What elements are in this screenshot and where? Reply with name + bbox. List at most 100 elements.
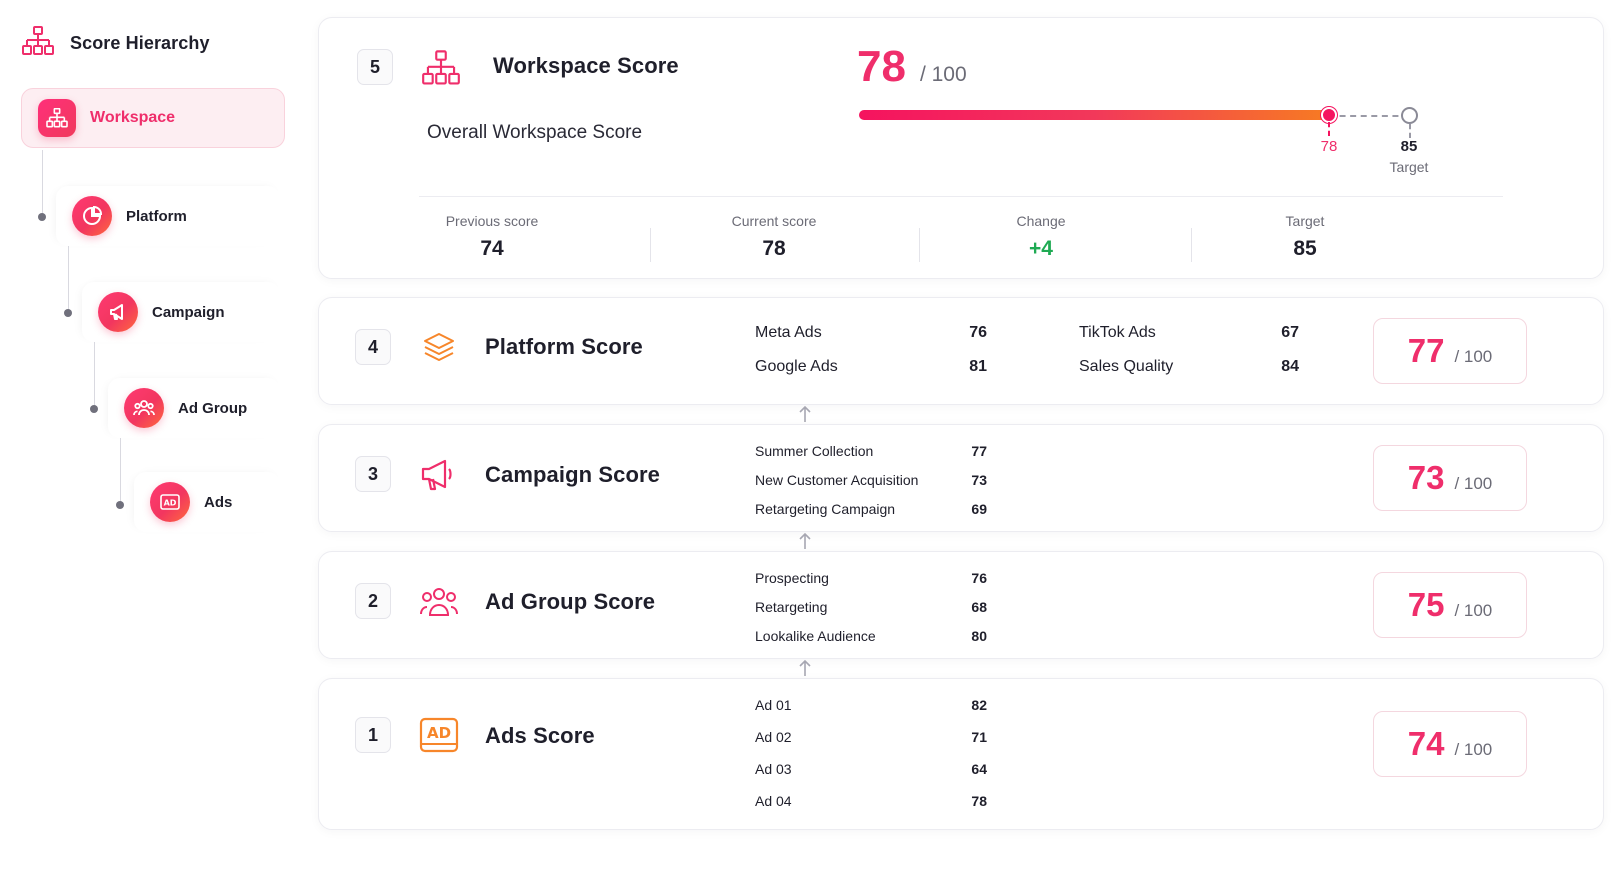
score-value: 75 <box>1407 586 1445 623</box>
metric-row: TikTok Ads 67 <box>1079 324 1299 342</box>
score-value: 78 <box>857 42 906 91</box>
sidebar-item-ads[interactable]: AD Ads <box>134 472 280 532</box>
metric-name: Ad 01 <box>755 697 792 713</box>
sidebar: Score Hierarchy Workspace Platfo <box>0 0 300 886</box>
sidebar-item-workspace[interactable]: Workspace <box>21 88 285 148</box>
hierarchy-icon <box>421 48 461 88</box>
platform-score-card: 4 Platform Score Meta Ads 76 Google Ads … <box>318 297 1604 405</box>
tree-connector <box>42 150 43 216</box>
card-subtitle: Overall Workspace Score <box>427 122 643 143</box>
tree-connector <box>68 246 69 312</box>
metric-value: 67 <box>1281 324 1299 341</box>
users-icon <box>124 388 164 428</box>
metric-name: Meta Ads <box>755 324 822 341</box>
tree-dot <box>90 405 98 413</box>
divider <box>419 196 1503 197</box>
metric-value: 80 <box>971 628 987 644</box>
score-max: / 100 <box>1454 474 1493 493</box>
metric-name: New Customer Acquisition <box>755 472 919 488</box>
ad-group-score-box: 75 / 100 <box>1373 572 1527 638</box>
metric-value: 84 <box>1281 358 1299 375</box>
target-tick <box>1409 124 1411 138</box>
score-value: 77 <box>1407 332 1445 369</box>
metric-row: Meta Ads 76 <box>755 324 987 342</box>
stat-target: Target 85 <box>1205 213 1405 261</box>
card-title: Campaign Score <box>485 462 661 487</box>
metric-row: Sales Quality 84 <box>1079 358 1299 376</box>
card-title: Ad Group Score <box>485 589 656 614</box>
stat-value: 74 <box>480 237 504 260</box>
metric-value: 82 <box>971 697 987 713</box>
target-score-label: Target <box>1389 159 1429 175</box>
metric-name: Google Ads <box>755 358 838 375</box>
hierarchy-icon <box>22 26 54 61</box>
metric-value: 68 <box>971 599 987 615</box>
sidebar-item-label: Ads <box>204 493 233 511</box>
current-score-label: 78 <box>1320 138 1338 155</box>
arrow-up-icon <box>799 532 811 549</box>
score-max: / 100 <box>1454 740 1493 759</box>
metric-value: 77 <box>971 443 987 459</box>
stat-separator <box>919 228 920 262</box>
chart-pie-icon <box>72 196 112 236</box>
sidebar-item-label: Ad Group <box>178 399 248 417</box>
hierarchy-icon <box>38 99 76 137</box>
metric-row: Summer Collection 77 <box>755 443 987 459</box>
card-title: Workspace Score <box>493 53 679 78</box>
score-max: / 100 <box>1454 601 1493 620</box>
stat-label: Change <box>1016 213 1066 229</box>
campaign-score-card: 3 Campaign Score Summer Collection 77 Ne… <box>318 424 1604 532</box>
target-dashed-line <box>1329 115 1409 117</box>
metric-value: 81 <box>969 358 987 375</box>
metric-name: Ad 04 <box>755 793 792 809</box>
stat-value: 85 <box>1293 237 1317 260</box>
tree-connector <box>120 438 121 502</box>
level-badge: 4 <box>355 329 391 365</box>
stat-change: Change +4 <box>941 213 1141 261</box>
sidebar-item-campaign[interactable]: Campaign <box>82 282 280 342</box>
stat-value: +4 <box>1029 237 1053 260</box>
sidebar-item-platform[interactable]: Platform <box>56 186 280 246</box>
metric-value: 73 <box>971 472 987 488</box>
score-value: 73 <box>1407 459 1445 496</box>
svg-text:AD: AD <box>164 499 177 508</box>
sidebar-item-label: Campaign <box>152 303 225 321</box>
metric-row: Lookalike Audience 80 <box>755 628 987 644</box>
current-score-marker <box>1321 107 1337 123</box>
workspace-score: 78 / 100 <box>857 42 967 92</box>
sidebar-item-ad-group[interactable]: Ad Group <box>108 378 280 438</box>
target-marker <box>1401 107 1418 124</box>
level-badge: 5 <box>357 49 393 85</box>
score-progress-bar <box>859 110 1329 120</box>
tree-dot <box>38 213 46 221</box>
score-max: / 100 <box>1454 347 1493 366</box>
stat-separator <box>1191 228 1192 262</box>
level-badge: 3 <box>355 456 391 492</box>
megaphone-icon <box>98 292 138 332</box>
metric-row: Ad 04 78 <box>755 793 987 809</box>
stat-current-score: Current score 78 <box>674 213 874 261</box>
metric-name: Retargeting Campaign <box>755 501 896 517</box>
campaign-score-box: 73 / 100 <box>1373 445 1527 511</box>
metric-name: Prospecting <box>755 570 829 586</box>
tree-connector <box>94 342 95 408</box>
score-max: / 100 <box>919 63 967 86</box>
card-title: Platform Score <box>485 334 643 359</box>
metric-value: 78 <box>971 793 987 809</box>
stat-label: Previous score <box>445 213 539 229</box>
metric-row: New Customer Acquisition 73 <box>755 472 987 488</box>
sidebar-header: Score Hierarchy <box>22 26 210 61</box>
ads-score-card: 1 AD Ads Score Ad 01 82 Ad 02 71 Ad 03 6… <box>318 678 1604 830</box>
megaphone-icon <box>419 455 459 495</box>
platform-score-box: 77 / 100 <box>1373 318 1527 384</box>
metric-value: 64 <box>971 761 987 777</box>
stat-value: 78 <box>762 237 786 260</box>
metric-row: Retargeting Campaign 69 <box>755 501 987 517</box>
sidebar-title: Score Hierarchy <box>70 33 210 53</box>
sidebar-item-label: Platform <box>126 207 187 225</box>
sidebar-item-label: Workspace <box>90 109 176 126</box>
stat-previous-score: Previous score 74 <box>392 213 592 261</box>
target-score-value: 85 <box>1400 138 1418 155</box>
metric-name: Retargeting <box>755 599 828 615</box>
stat-separator <box>650 228 651 262</box>
